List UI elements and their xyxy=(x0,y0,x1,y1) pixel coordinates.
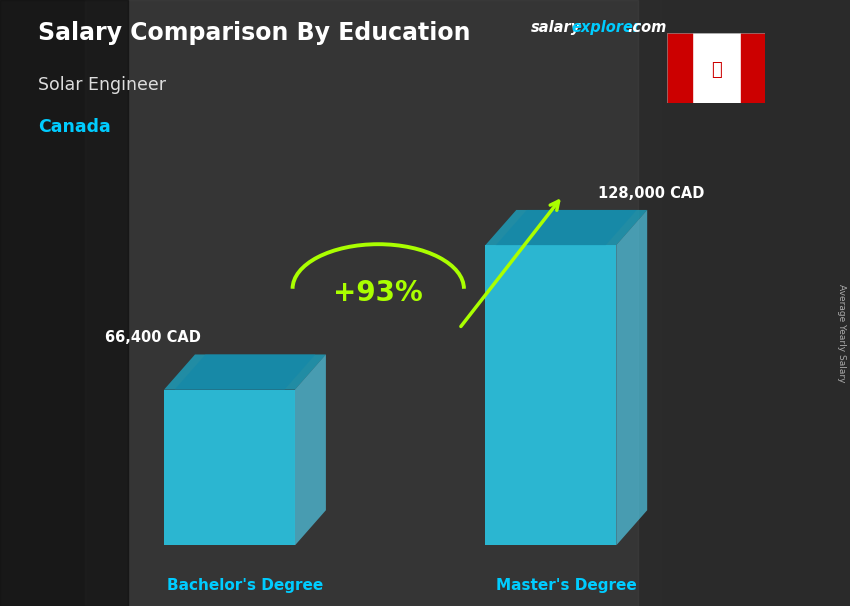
Text: explorer: explorer xyxy=(571,20,640,35)
Bar xyxy=(164,390,295,545)
Text: Average Yearly Salary: Average Yearly Salary xyxy=(836,284,846,382)
Text: Bachelor's Degree: Bachelor's Degree xyxy=(167,578,323,593)
Text: Canada: Canada xyxy=(38,118,111,136)
Text: 128,000 CAD: 128,000 CAD xyxy=(598,185,704,201)
Polygon shape xyxy=(616,210,647,545)
Text: .com: .com xyxy=(627,20,666,35)
Text: Master's Degree: Master's Degree xyxy=(496,578,637,593)
Text: 🍁: 🍁 xyxy=(711,61,722,79)
Polygon shape xyxy=(174,355,315,390)
Polygon shape xyxy=(496,210,637,245)
Text: Salary Comparison By Education: Salary Comparison By Education xyxy=(38,21,471,45)
Polygon shape xyxy=(485,210,647,245)
Bar xyxy=(485,245,616,545)
Bar xyxy=(740,33,765,103)
Text: 66,400 CAD: 66,400 CAD xyxy=(105,330,201,345)
Text: +93%: +93% xyxy=(333,279,423,307)
Bar xyxy=(667,33,692,103)
Bar xyxy=(85,0,638,606)
Text: salary: salary xyxy=(531,20,581,35)
Text: Solar Engineer: Solar Engineer xyxy=(38,76,167,94)
Polygon shape xyxy=(295,355,326,545)
Bar xyxy=(0,0,128,606)
Polygon shape xyxy=(164,355,326,390)
Bar xyxy=(663,0,850,606)
